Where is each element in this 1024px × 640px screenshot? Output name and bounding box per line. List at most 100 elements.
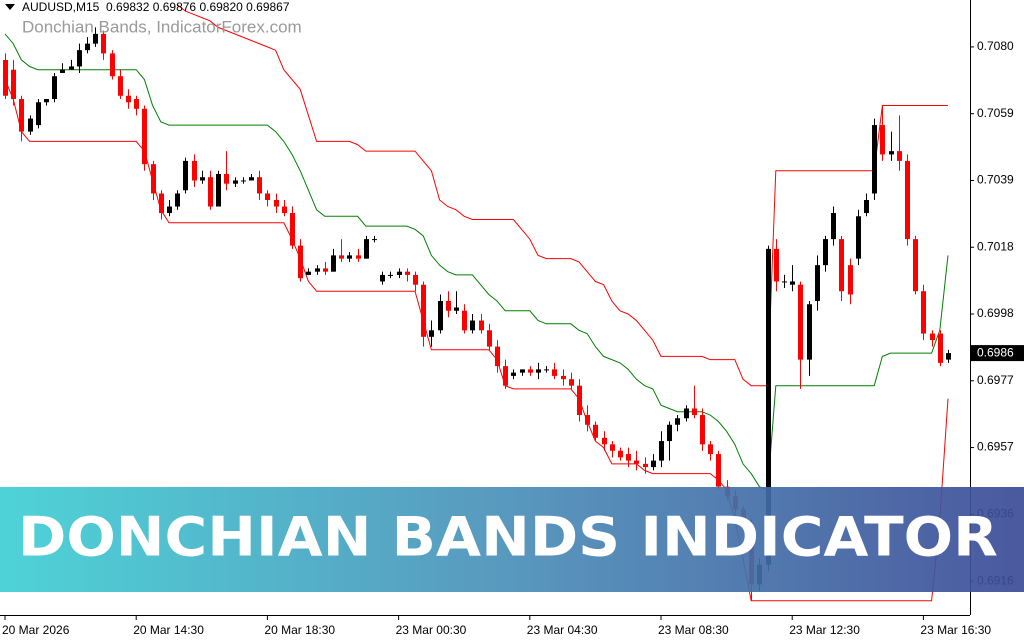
collapse-icon[interactable] xyxy=(5,4,15,10)
candle-body xyxy=(470,320,475,331)
candle-body xyxy=(315,268,320,272)
candle-body xyxy=(790,281,795,285)
candle-body xyxy=(511,372,516,376)
candle-body xyxy=(848,265,853,295)
candle-body xyxy=(429,330,434,337)
candle-body xyxy=(323,268,328,272)
x-tick-label: 23 Mar 08:30 xyxy=(658,623,729,637)
banner: DONCHIAN BANDS INDICATOR xyxy=(0,487,1024,592)
candle-body xyxy=(610,444,615,451)
candle-body xyxy=(774,248,779,282)
candle-body xyxy=(380,274,385,282)
candle-body xyxy=(19,99,24,132)
candle-body xyxy=(651,460,656,468)
candle-body xyxy=(274,200,279,207)
x-tick-label: 20 Mar 2026 xyxy=(2,623,70,637)
candle-body xyxy=(118,76,123,96)
candle-body xyxy=(708,444,713,455)
x-tick-label: 23 Mar 00:30 xyxy=(396,623,467,637)
candle-body xyxy=(520,369,525,373)
candle-body xyxy=(659,441,664,461)
y-tick-label: 0.6998 xyxy=(977,306,1014,320)
candle-body xyxy=(110,53,115,77)
candle-body xyxy=(216,173,221,207)
candle-body xyxy=(339,255,344,259)
candle-body xyxy=(692,408,697,415)
candle-body xyxy=(585,414,590,425)
candle-body xyxy=(192,160,197,181)
x-tick-label: 20 Mar 14:30 xyxy=(133,623,204,637)
candle-body xyxy=(930,333,935,341)
x-tick-label: 23 Mar 04:30 xyxy=(527,623,598,637)
candle-body xyxy=(364,239,369,259)
candle-body xyxy=(3,59,8,96)
x-tick-label: 23 Mar 16:30 xyxy=(920,623,991,637)
candle-body xyxy=(347,255,352,259)
candle-body xyxy=(561,375,566,380)
candle-body xyxy=(372,239,377,241)
candle-body xyxy=(716,454,721,487)
candle-body xyxy=(44,99,49,103)
candle-body xyxy=(503,366,508,386)
band-line xyxy=(176,4,948,387)
candle-body xyxy=(290,213,295,246)
candle-body xyxy=(298,245,303,279)
candle-body xyxy=(634,460,639,464)
candle-body xyxy=(175,193,180,207)
candle-body xyxy=(766,248,771,565)
candle-body xyxy=(839,239,844,292)
candle-body xyxy=(101,33,106,54)
candle-body xyxy=(85,43,90,51)
candle-body xyxy=(618,450,623,458)
candle-body xyxy=(159,193,164,214)
y-tick-label: 0.6977 xyxy=(977,373,1014,387)
candle-body xyxy=(134,99,139,109)
candle-body xyxy=(602,437,607,445)
candle-body xyxy=(167,206,172,214)
candle-body xyxy=(77,50,82,67)
candle-body xyxy=(684,408,689,419)
candle-body xyxy=(593,424,598,438)
plot-area xyxy=(3,4,951,602)
candle-body xyxy=(782,281,787,283)
candle-body xyxy=(889,151,894,155)
candle-body xyxy=(454,307,459,311)
candle-body xyxy=(675,418,680,425)
candle-body xyxy=(224,173,229,184)
x-tick-label: 23 Mar 12:30 xyxy=(789,623,860,637)
candle-body xyxy=(413,274,418,285)
candle-body xyxy=(536,369,541,373)
candle-body xyxy=(552,369,557,376)
candle-body xyxy=(798,284,803,360)
indicator-name: Donchian Bands, IndicatorForex.com xyxy=(22,17,302,36)
candle-body xyxy=(446,300,451,311)
candle-body xyxy=(331,255,336,272)
candle-body xyxy=(544,369,549,371)
candle-body xyxy=(69,66,74,70)
candle-body xyxy=(921,291,926,334)
candle-body xyxy=(807,304,812,360)
candle-body xyxy=(200,177,205,181)
candle-body xyxy=(872,125,877,194)
candle-body xyxy=(249,177,254,181)
candle-body xyxy=(126,95,131,103)
candle-body xyxy=(257,177,262,194)
candle-body xyxy=(306,271,311,275)
candle-body xyxy=(479,320,484,331)
candle-body xyxy=(241,180,246,182)
candle-body xyxy=(233,180,238,184)
candle-body xyxy=(897,151,902,161)
candle-body xyxy=(905,160,910,240)
candle-body xyxy=(282,206,287,214)
candle-body xyxy=(913,239,918,292)
symbol-info: AUDUSD,M15 0.69832 0.69876 0.69820 0.698… xyxy=(22,0,290,14)
banner-title: DONCHIAN BANDS INDICATOR xyxy=(18,506,998,569)
banner-background xyxy=(0,487,1024,592)
candle-body xyxy=(397,271,402,275)
candle-body xyxy=(405,271,410,275)
candle-body xyxy=(864,200,869,214)
x-tick-label: 20 Mar 18:30 xyxy=(264,623,335,637)
candle-body xyxy=(52,76,57,100)
candle-body xyxy=(151,164,156,194)
